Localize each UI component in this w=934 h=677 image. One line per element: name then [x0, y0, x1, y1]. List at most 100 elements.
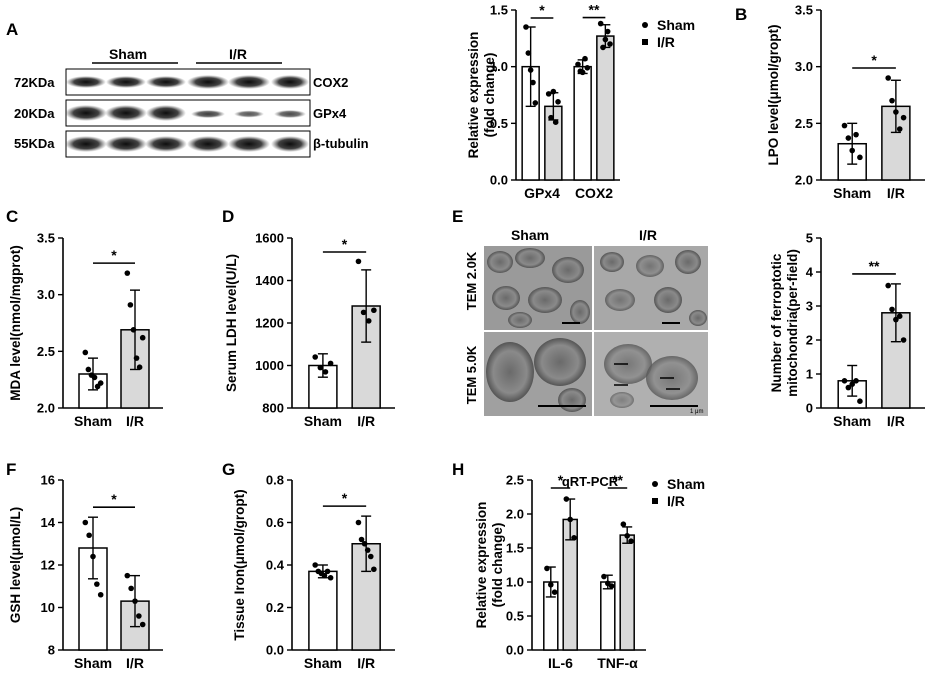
chart-b-ir-data-point — [889, 97, 895, 104]
blot-kda-tubulin: 55KDa — [14, 136, 55, 151]
chart-e-bar-y-tick-label: 3 — [806, 299, 813, 314]
chart-f-y-axis-label: GSH level(μmol/L) — [8, 507, 23, 623]
chart-c-sham-data-point — [91, 374, 98, 381]
chart-a-bar-ir-data-point — [550, 88, 557, 95]
chart-d-y-axis-label: Serum LDH level(U/L) — [224, 254, 239, 392]
blot-kda-gpx4: 20KDa — [14, 106, 55, 121]
tem-image-sham-5k — [484, 332, 592, 416]
chart-g-ir-data-point — [364, 547, 371, 553]
chart-a-bar-x-tick-label: GPx4 — [524, 185, 560, 201]
chart-h-y-tick-label: 2.5 — [506, 473, 524, 488]
tem-row-label-2k: TEM 2.0K — [464, 251, 479, 310]
chart-d-sham-data-point — [317, 364, 324, 371]
chart-e-bar-x-tick-label: I/R — [887, 413, 905, 429]
chart-e-bar-ir-data-point — [889, 306, 895, 313]
chart-h-sham-bar — [600, 581, 616, 651]
chart-d-significance-mark: * — [342, 236, 348, 252]
chart-d-sham-data-point — [327, 360, 334, 367]
chart-d-ir-data-point — [360, 309, 367, 316]
chart-b-ir-data-point — [885, 75, 891, 81]
chart-h-ir-data-point — [620, 521, 627, 527]
chart-a-bar-ir-data-point — [607, 41, 613, 47]
chart-g-sham-bar — [308, 570, 338, 651]
chart-f-sham-data-point — [97, 591, 104, 598]
chart-h-ir-data-point — [571, 535, 577, 541]
chart-a-bar-ir-data-point — [548, 114, 554, 121]
chart-h-sham-data-point — [551, 589, 558, 595]
chart-f-y-tick-label: 16 — [41, 473, 55, 488]
chart-e-bar-y-tick-label: 5 — [806, 231, 813, 246]
chart-a-bar-ir-data-point — [602, 36, 609, 43]
chart-c-significance-mark: * — [111, 247, 117, 263]
blot-kda-cox2: 72KDa — [14, 75, 55, 90]
chart-c-y-tick-label: 2.0 — [37, 401, 55, 416]
chart-h-ir-bar — [619, 534, 635, 651]
chart-c-ir-data-point — [127, 302, 134, 308]
chart-b-sham-data-point — [841, 122, 848, 129]
chart-h-ir-data-point — [624, 532, 630, 539]
western-blot: Sham I/R 72KDa 20KDa 55KDa — [14, 46, 369, 158]
chart-c-y-tick-label: 2.5 — [37, 344, 55, 359]
chart-h-ir-data-point — [563, 496, 570, 502]
chart-c-sham-data-point — [97, 380, 104, 386]
chart-c-sham-data-point — [85, 366, 92, 373]
chart-f-y-tick-label: 8 — [48, 643, 55, 658]
chart-c-ir-data-point — [133, 355, 140, 361]
chart-d-y-tick-label: 800 — [262, 401, 284, 416]
chart-h-sham-data-point — [548, 581, 554, 588]
chart-g-y-tick-label: 0.6 — [266, 515, 284, 530]
chart-a-bar-y-axis-label: Relative expression(fold change) — [466, 32, 497, 159]
blot-protein-cox2: COX2 — [313, 75, 348, 90]
chart-e-bar-ir-data-point — [893, 316, 899, 323]
chart-g-ir-data-point — [367, 553, 374, 560]
chart-e-bar-y-tick-label: 2 — [806, 333, 813, 348]
tem-image-ir-2k — [594, 246, 708, 330]
chart-e-bar: 0 1 2 3 4 5 Sham I/R Number of ferroptoticmitoch… — [769, 231, 925, 429]
chart-d: 800 1000 1200 1400 1600 Sham I/R Serum LDH leve… — [224, 231, 395, 429]
tem-col-label-ir: I/R — [639, 227, 657, 243]
chart-c-x-tick-label: Sham — [74, 413, 112, 429]
chart-h-sham-data-point — [608, 583, 615, 589]
tem-col-label-sham: Sham — [511, 227, 549, 243]
chart-d-ir-data-point — [365, 318, 372, 324]
chart-e-bar-sham-data-point — [857, 398, 863, 405]
chart-a-bar-ir-data-point — [600, 44, 606, 51]
chart-b-y-axis-label: LPO level(μmol/gropt) — [766, 24, 781, 165]
chart-h-ir-data-point — [567, 516, 573, 523]
tem-image-ir-5k: 1 μm — [594, 332, 708, 416]
chart-b-y-tick-label: 2.0 — [795, 173, 813, 188]
chart-b-sham-data-point — [845, 135, 852, 141]
chart-h-y-tick-label: 1.0 — [506, 575, 524, 590]
chart-g-significance-mark: * — [342, 490, 348, 506]
chart-f: 8 10 12 14 16 Sham I/R GSH level(μmol/L) * — [8, 473, 163, 671]
chart-h-legend-label: Sham — [667, 476, 705, 492]
panel-letter-f: F — [6, 460, 16, 479]
chart-b-x-tick-label: Sham — [833, 185, 871, 201]
chart-a-bar-legend-label: Sham — [657, 17, 695, 33]
chart-g-sham-data-point — [312, 562, 319, 568]
charts-layer: 0.0 0.5 1.0 1.5 GPx4 COX2 Relative expression(… — [8, 2, 925, 671]
chart-a-bar-ir-data-point — [552, 119, 559, 125]
chart-e-bar-significance-mark: ** — [869, 258, 880, 274]
chart-g: 0.0 0.2 0.4 0.6 0.8 Sham I/R Tissue Iron(μmol/g… — [232, 473, 395, 671]
chart-a-bar-y-tick-label: 0.5 — [490, 116, 508, 131]
chart-a-bar-y-tick-label: 1.0 — [490, 59, 508, 74]
tem-row-label-5k: TEM 5.0K — [464, 345, 479, 404]
chart-a-bar-sham-data-point — [523, 24, 529, 30]
blot-protein-tubulin: β-tubulin — [313, 136, 369, 151]
chart-f-y-tick-label: 10 — [41, 600, 55, 615]
chart-h-ir-data-point — [628, 538, 634, 544]
chart-c-sham-data-point — [82, 349, 89, 356]
chart-a-bar-sham-data-point — [584, 65, 591, 71]
chart-a-bar-legend-label: I/R — [657, 34, 675, 50]
chart-e-bar-ir-data-point — [900, 337, 907, 343]
chart-f-sham-data-point — [86, 532, 92, 539]
panel-letter-a: A — [6, 20, 18, 39]
chart-d-y-tick-label: 1600 — [255, 231, 284, 246]
chart-a-bar-sham-data-point — [525, 50, 532, 56]
chart-f-x-tick-label: Sham — [74, 655, 112, 671]
chart-g-ir-data-point — [361, 540, 368, 547]
chart-h-x-tick-label: IL-6 — [548, 655, 573, 671]
chart-a-bar-sham-data-point — [579, 69, 586, 76]
